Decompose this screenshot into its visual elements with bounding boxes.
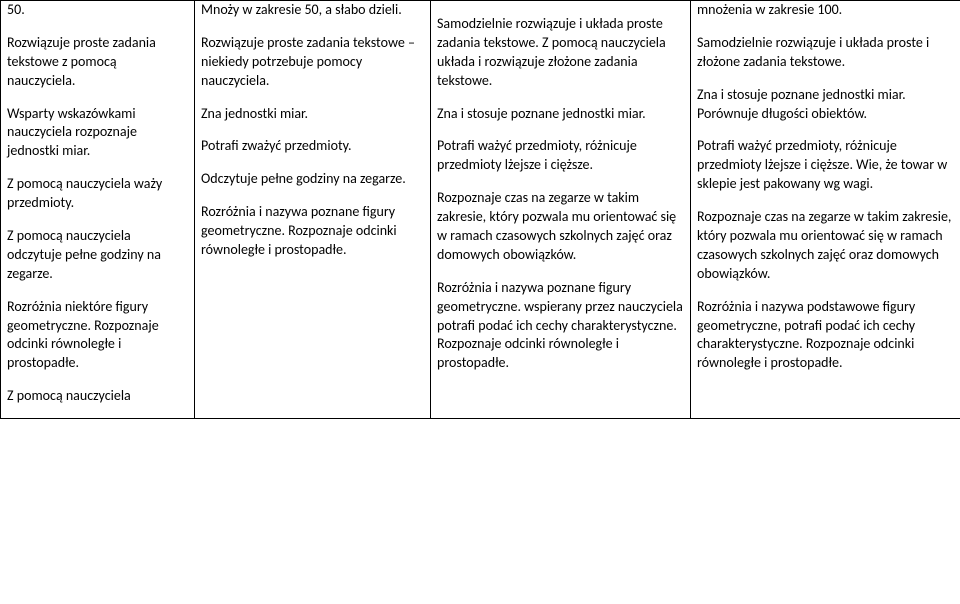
cell-text: Zna i stosuje poznane jednostki miar. bbox=[431, 103, 690, 136]
cell-text: Potrafi ważyć przedmioty, różnicuje prze… bbox=[431, 135, 690, 187]
cell-text: Potrafi zważyć przedmioty. bbox=[195, 135, 430, 168]
cell-text: Potrafi ważyć przedmioty, różnicuje prze… bbox=[691, 135, 960, 206]
cell-text: Odczytuje pełne godziny na zegarze. bbox=[195, 168, 430, 201]
cell-text: Z pomocą nauczyciela bbox=[1, 385, 194, 418]
cell-text: Rozwiązuje proste zadania tekstowe –niek… bbox=[195, 32, 430, 103]
cell-text: Wsparty wskazówkami nauczyciela rozpozna… bbox=[1, 103, 194, 174]
cell-text: Rozróżnia niektóre figury geometryczne. … bbox=[1, 296, 194, 386]
cell-col1: 50. Rozwiązuje proste zadania tekstowe z… bbox=[1, 1, 195, 419]
assessment-table: 50. Rozwiązuje proste zadania tekstowe z… bbox=[0, 0, 960, 419]
cell-text: Rozpoznaje czas na zegarze w takim zakre… bbox=[431, 187, 690, 277]
cell-text: 50. bbox=[1, 1, 194, 32]
cell-text: Mnoży w zakresie 50, a słabo dzieli. bbox=[195, 1, 430, 32]
cell-text: Zna i stosuje poznane jednostki miar. Po… bbox=[691, 84, 960, 136]
cell-text: Z pomocą nauczyciela odczytuje pełne god… bbox=[1, 225, 194, 296]
cell-text: Rozwiązuje proste zadania tekstowe z pom… bbox=[1, 32, 194, 103]
cell-col4: mnożenia w zakresie 100. Samodzielnie ro… bbox=[691, 1, 960, 419]
cell-text: Rozpoznaje czas na zegarze w takim zakre… bbox=[691, 206, 960, 296]
cell-text: Rozróżnia i nazywa poznane figury geomet… bbox=[431, 277, 690, 385]
table-row: 50. Rozwiązuje proste zadania tekstowe z… bbox=[1, 1, 960, 419]
cell-col2: Mnoży w zakresie 50, a słabo dzieli. Roz… bbox=[195, 1, 431, 419]
cell-text: Z pomocą nauczyciela waży przedmioty. bbox=[1, 173, 194, 225]
cell-col3: Samodzielnie rozwiązuje i układa proste … bbox=[431, 1, 691, 419]
cell-text bbox=[431, 1, 690, 13]
cell-text: Rozróżnia i nazywa podstawowe figury geo… bbox=[691, 296, 960, 386]
cell-text: Samodzielnie rozwiązuje i układa proste … bbox=[431, 13, 690, 103]
cell-text: Zna jednostki miar. bbox=[195, 103, 430, 136]
cell-text: Rozróżnia i nazywa poznane figury geomet… bbox=[195, 201, 430, 272]
cell-text: Samodzielnie rozwiązuje i układa proste … bbox=[691, 32, 960, 84]
cell-text: mnożenia w zakresie 100. bbox=[691, 1, 960, 32]
